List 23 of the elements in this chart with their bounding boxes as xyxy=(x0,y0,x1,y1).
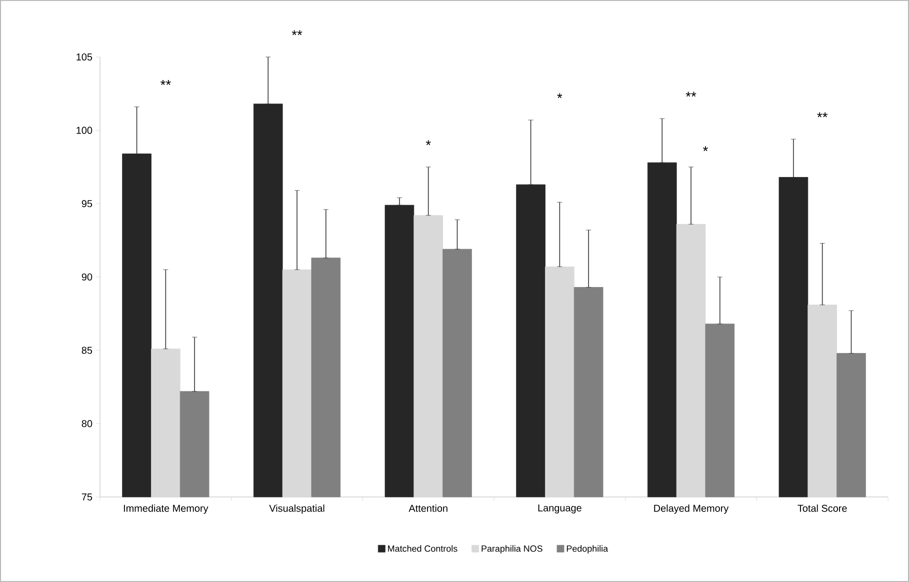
annotation: * xyxy=(702,146,708,152)
x-tick-label: Immediate Memory xyxy=(124,504,208,514)
y-tick-label: 85 xyxy=(82,346,92,354)
annotation: * xyxy=(557,93,562,98)
annotation: * xyxy=(426,140,431,146)
y-tick-label: 75 xyxy=(82,494,92,500)
y-tick-label: 100 xyxy=(76,126,92,134)
legend-label: Matched Controls xyxy=(388,545,458,552)
legend-label: Paraphilia NOS xyxy=(482,545,542,554)
x-tick-label: Attention xyxy=(408,504,448,512)
x-tick-label: Language xyxy=(538,504,582,514)
y-tick-label: 80 xyxy=(82,420,92,428)
y-tick-label: 90 xyxy=(82,273,92,281)
x-tick-label: Visualspatial xyxy=(269,504,324,514)
x-tick-label: Delayed Memory xyxy=(654,504,729,514)
x-tick-label: Total Score xyxy=(798,504,847,512)
annotation: ** xyxy=(817,112,828,118)
y-tick-label: 105 xyxy=(76,53,92,61)
annotation: ** xyxy=(160,80,171,85)
y-tick-label: 95 xyxy=(82,200,92,208)
legend-label: Pedophilia xyxy=(566,545,608,554)
annotation: ** xyxy=(686,92,696,97)
text: ** xyxy=(292,30,302,36)
